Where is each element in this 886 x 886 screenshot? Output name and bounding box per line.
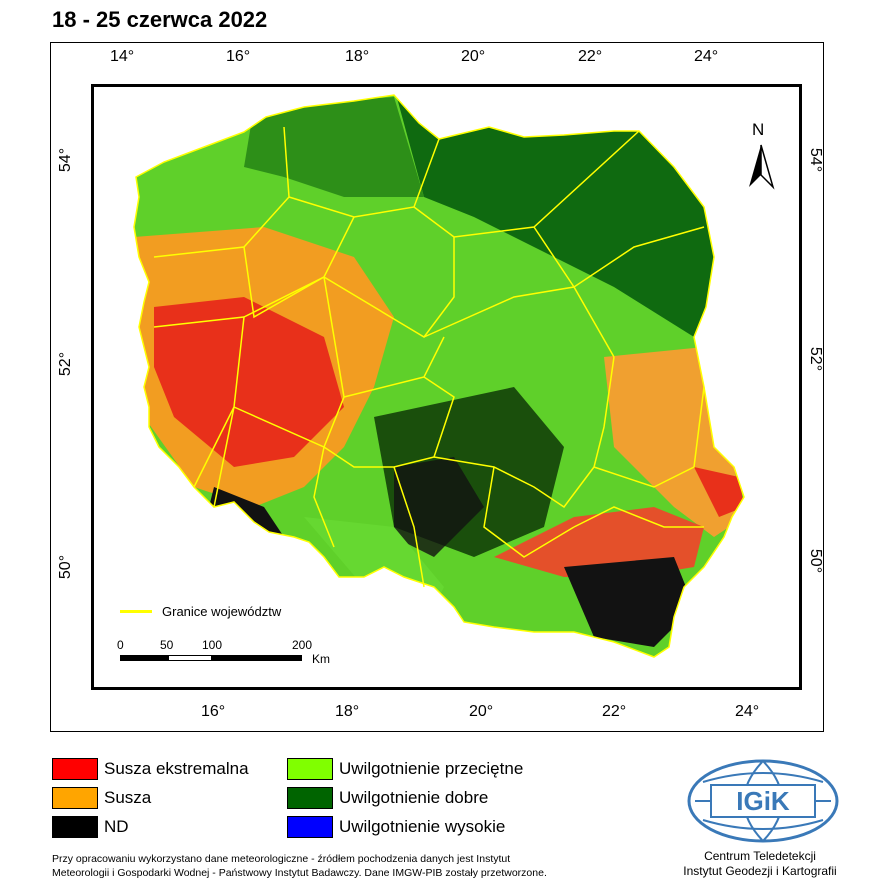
- igik-org-line-2: Instytut Geodezji i Kartografii: [683, 864, 837, 878]
- north-arrow-icon: [749, 144, 775, 190]
- nd-region-mountains: [564, 557, 694, 647]
- top-tick-16: 16°: [226, 48, 251, 65]
- legend-label-nd: ND: [104, 817, 129, 836]
- top-tick-14: 14°: [110, 48, 135, 65]
- border-zachodniopomorskie: [153, 126, 290, 258]
- border-lubuskie: [153, 316, 245, 488]
- scale-label-200: 200: [292, 638, 313, 652]
- igik-logo-text: IGiK: [736, 786, 790, 816]
- scale-label-100: 100: [202, 638, 223, 652]
- igik-logo: IGiK: [687, 759, 839, 843]
- igik-org-line-1: Centrum Teledetekcji: [704, 849, 816, 863]
- legend-nd: ND: [52, 815, 129, 839]
- voivodeship-borders: [153, 126, 705, 588]
- legend-drought: Susza: [52, 786, 151, 810]
- map-title: 18 - 25 czerwca 2022: [52, 7, 268, 32]
- legend-extreme-drought: Susza ekstremalna: [52, 757, 249, 781]
- legend-label-good: Uwilgotnienie dobre: [339, 788, 489, 807]
- legend-average: Uwilgotnienie przeciętne: [287, 757, 523, 781]
- map-panel: N: [91, 84, 802, 690]
- border-lodzkie: [323, 376, 455, 468]
- igik-org-name: Centrum Teledetekcji Instytut Geodezji i…: [660, 849, 860, 879]
- legend-swatch-good: [287, 787, 333, 809]
- border-legend-line: [120, 610, 152, 613]
- top-tick-24: 24°: [694, 48, 719, 65]
- legend-swatch-extreme-drought: [52, 758, 98, 780]
- north-label: N: [752, 120, 765, 139]
- right-tick-50: 50°: [807, 548, 825, 574]
- nd-region-sw: [209, 487, 284, 537]
- good-moisture-region-nw: [244, 97, 424, 197]
- credits-line-2: Meteorologii i Gospodarki Wodnej - Państ…: [52, 867, 547, 879]
- scale-bar: 0 50 100 200 Km: [117, 638, 340, 666]
- legend-swatch-nd: [52, 816, 98, 838]
- border-lubelskie: [593, 386, 705, 488]
- left-tick-50: 50°: [57, 554, 75, 580]
- bottom-tick-24: 24°: [735, 703, 760, 720]
- border-opolskie: [313, 446, 335, 548]
- right-tick-54: 54°: [807, 147, 825, 173]
- top-tick-20: 20°: [461, 48, 486, 65]
- scale-unit: Km: [312, 652, 330, 666]
- left-tick-52: 52°: [57, 351, 75, 377]
- top-tick-18: 18°: [345, 48, 370, 65]
- border-podkarpackie: [573, 506, 704, 528]
- legend-swatch-average: [287, 758, 333, 780]
- legend-high: Uwilgotnienie wysokie: [287, 815, 505, 839]
- legend-good: Uwilgotnienie dobre: [287, 786, 488, 810]
- bottom-tick-18: 18°: [335, 703, 360, 720]
- bottom-tick-16: 16°: [201, 703, 226, 720]
- credits-line-1: Przy opracowaniu wykorzystano dane meteo…: [52, 853, 511, 865]
- right-tick-52: 52°: [807, 346, 825, 372]
- bottom-tick-20: 20°: [469, 703, 494, 720]
- legend-label-average: Uwilgotnienie przeciętne: [339, 759, 524, 778]
- bottom-tick-22: 22°: [602, 703, 627, 720]
- extreme-drought-region-west: [154, 297, 344, 467]
- border-malopolskie: [483, 466, 575, 558]
- legend-label-high: Uwilgotnienie wysokie: [339, 817, 506, 836]
- scale-label-0: 0: [117, 638, 124, 652]
- legend-label-extreme-drought: Susza ekstremalna: [104, 759, 249, 778]
- map-frame: [50, 42, 824, 732]
- border-legend-label: Granice województw: [162, 604, 282, 619]
- border-mazowieckie: [423, 286, 615, 358]
- left-tick-54: 54°: [57, 147, 75, 173]
- border-lubuskie-n: [243, 216, 355, 319]
- border-slaskie: [393, 466, 425, 588]
- legend-swatch-high: [287, 816, 333, 838]
- legend-label-drought: Susza: [104, 788, 152, 807]
- border-podlaskie: [533, 226, 705, 289]
- poland-map: [133, 94, 775, 658]
- legend-swatch-drought: [52, 787, 98, 809]
- border-legend: Granice województw: [120, 604, 281, 619]
- nd-region-center: [394, 457, 484, 557]
- border-dolnoslaskie: [213, 406, 235, 508]
- credits: Przy opracowaniu wykorzystano dane meteo…: [52, 852, 547, 880]
- border-warminsko: [413, 130, 640, 238]
- border-kujawsko: [323, 237, 455, 338]
- scale-label-50: 50: [160, 638, 174, 652]
- border-pomorskie: [288, 138, 440, 218]
- top-tick-22: 22°: [578, 48, 603, 65]
- extreme-drought-region-east: [694, 467, 744, 517]
